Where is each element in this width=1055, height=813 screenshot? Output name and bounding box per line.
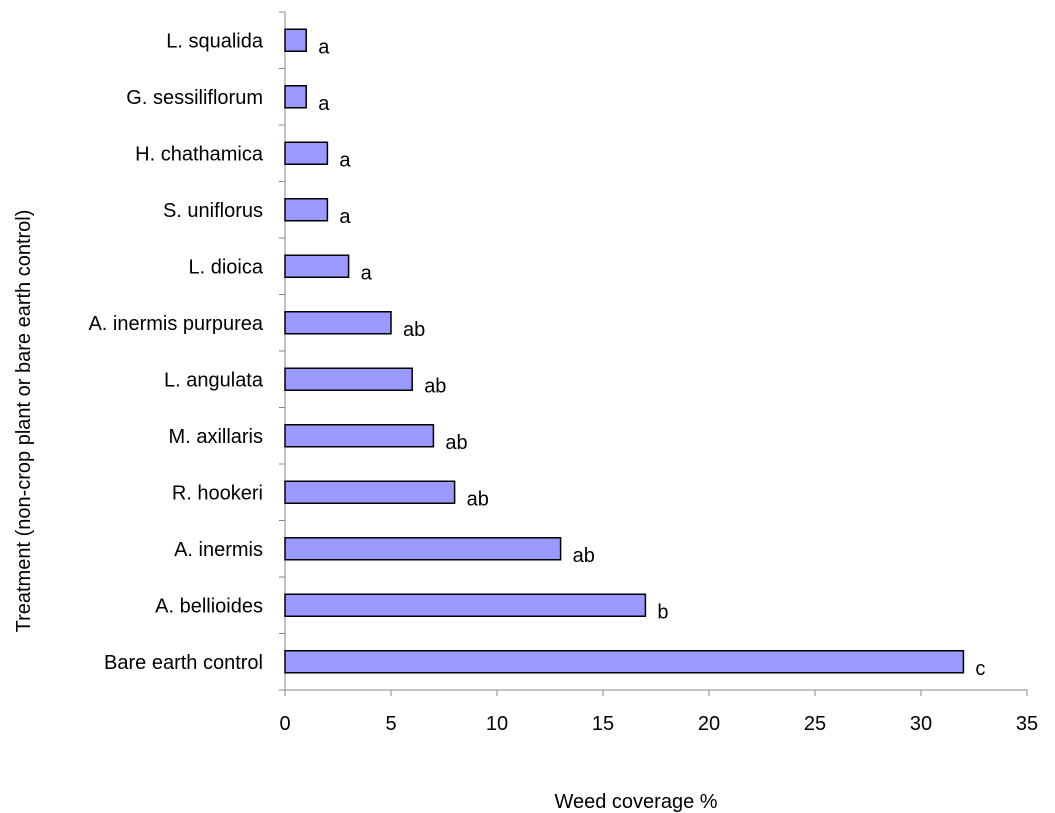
x-axis-title: Weed coverage % (554, 791, 717, 813)
significance-label: a (339, 149, 351, 171)
x-tick-label: 5 (385, 713, 396, 735)
category-label: L. dioica (189, 256, 264, 278)
bar (284, 537, 562, 561)
x-tick-label: 10 (486, 713, 508, 735)
y-axis-title: Treatment (non-crop plant or bare earth … (13, 210, 35, 633)
significance-label: a (339, 206, 351, 228)
bar (284, 311, 392, 335)
significance-label: ab (445, 432, 467, 454)
x-tick-label: 35 (1016, 713, 1038, 735)
category-label: G. sessiliflorum (126, 87, 263, 109)
category-label: H. chathamica (135, 143, 264, 165)
bar (284, 254, 350, 278)
x-tick-label: 25 (804, 713, 826, 735)
category-label: S. uniflorus (163, 200, 263, 222)
category-label: M. axillaris (169, 426, 263, 448)
category-label: A. inermis (174, 539, 263, 561)
significance-label: ab (467, 488, 489, 510)
x-tick-label: 30 (910, 713, 932, 735)
bar (284, 367, 413, 391)
category-label: A. bellioides (155, 595, 263, 617)
category-label: L. angulata (164, 369, 264, 391)
significance-label: a (318, 36, 330, 58)
category-label: Bare earth control (104, 652, 263, 674)
bars (284, 28, 965, 674)
significance-label: c (975, 658, 985, 680)
bar (284, 85, 307, 109)
significance-label: ab (573, 545, 595, 567)
labels: L. squalida a G. sessiliflorum a H. chathami… (88, 30, 985, 680)
significance-label: a (318, 93, 330, 115)
bar (284, 198, 329, 222)
bar (284, 141, 329, 165)
axes: 0 5 10 15 20 25 30 35 (279, 11, 1038, 735)
bar (284, 28, 307, 52)
category-label: R. hookeri (172, 482, 263, 504)
bar (284, 480, 456, 504)
x-tick-label: 15 (592, 713, 614, 735)
significance-label: b (657, 601, 668, 623)
significance-label: a (361, 262, 373, 284)
category-label: L. squalida (166, 30, 264, 52)
bar (284, 650, 965, 674)
x-tick-label: 0 (279, 713, 290, 735)
category-label: A. inermis purpurea (88, 313, 263, 335)
bar (284, 593, 647, 617)
x-tick-label: 20 (698, 713, 720, 735)
significance-label: ab (403, 319, 425, 341)
significance-label: ab (424, 375, 446, 397)
bar (284, 424, 435, 448)
